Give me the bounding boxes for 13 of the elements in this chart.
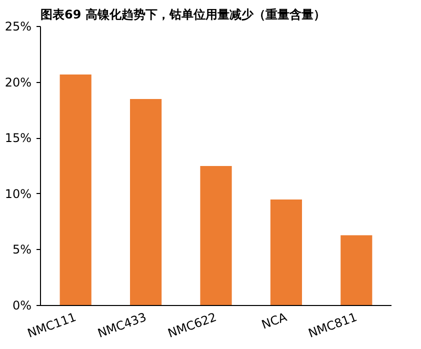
y-tick-label: 10%	[4, 186, 32, 201]
bar	[200, 166, 232, 306]
y-tick-label: 0%	[12, 298, 32, 312]
y-tick-label: 5%	[12, 242, 32, 257]
bar	[270, 199, 302, 306]
chart-title: 图表69 高镍化趋势下，钴单位用量减少（重量含量）	[40, 8, 326, 22]
y-tick-label: 15%	[4, 131, 32, 146]
bar	[130, 99, 162, 306]
y-tick-label: 20%	[4, 75, 32, 90]
x-tick-label: NCA	[260, 310, 290, 332]
bar	[340, 235, 372, 306]
y-tick-label: 25%	[4, 20, 32, 34]
bar	[60, 74, 92, 306]
